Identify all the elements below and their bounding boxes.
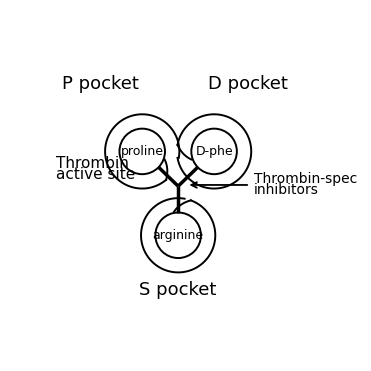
Text: proline: proline — [121, 145, 164, 158]
Text: active site: active site — [56, 167, 135, 182]
Text: arginine: arginine — [152, 229, 204, 242]
Text: Thrombin-spec: Thrombin-spec — [254, 172, 357, 186]
Text: P pocket: P pocket — [62, 75, 139, 93]
Text: D-phe: D-phe — [195, 145, 233, 158]
Text: inhibitors: inhibitors — [254, 184, 319, 197]
Text: Thrombin: Thrombin — [56, 156, 129, 171]
Text: D pocket: D pocket — [208, 75, 288, 93]
Text: S pocket: S pocket — [139, 281, 217, 299]
